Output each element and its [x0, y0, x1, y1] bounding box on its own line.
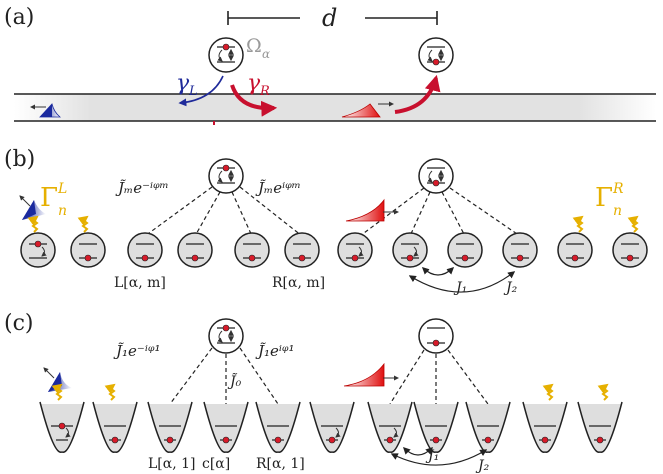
gamma-big-l-sub: n: [58, 203, 67, 219]
gamma-left-arrow: [178, 75, 224, 107]
harmonic-well: [203, 401, 249, 453]
harmonic-well: [39, 383, 85, 453]
atom-left: [208, 37, 244, 73]
cavity-circle: [284, 232, 320, 268]
waveguide: [14, 93, 656, 125]
coupling-right-c: J̃₁eⁱᵠ¹: [255, 342, 295, 360]
cavity-circle: [447, 232, 483, 268]
atom-c-right: [418, 318, 454, 354]
blue-photon-b: [19, 195, 46, 220]
harmonic-well: [465, 401, 511, 453]
cavity-circle: [337, 232, 373, 268]
coupling-right-b: J̃ₘeⁱᵠᵐ: [255, 179, 301, 197]
panel-a-label: (a): [4, 5, 34, 30]
atom-b-left: [208, 158, 244, 194]
gamma-big-r-sup: R: [612, 181, 624, 197]
harmonic-well: [522, 383, 568, 453]
coupling-left-c: J̃₁e⁻ⁱᵠ¹: [113, 342, 160, 360]
harmonic-well: [92, 383, 138, 453]
harmonic-well: [367, 401, 413, 453]
j1-label-b: J₁: [453, 280, 467, 296]
cavity-circle: [127, 232, 163, 268]
omega-label: Ω: [246, 35, 262, 57]
cavity-circle: [557, 215, 593, 268]
distance-label: d: [322, 4, 337, 32]
gamma-big-r-sub: n: [613, 203, 622, 219]
emission-squiggle: [77, 215, 89, 233]
cavity-circle: [70, 215, 106, 268]
gamma-r-sub: R: [259, 84, 270, 99]
omega-sub: α: [262, 47, 270, 61]
emission-squiggle: [597, 383, 609, 401]
panel-c: (c) J̃₁e⁻ⁱᵠ¹ J̃₁eⁱᵠ¹ J̃₀: [4, 311, 623, 474]
harmonic-well: [309, 401, 355, 453]
label-l-b: L[α, m]: [114, 275, 166, 291]
emission-squiggle: [27, 215, 39, 233]
couplings-b: [144, 186, 521, 237]
gamma-l-label: γ: [176, 71, 190, 96]
right-pulse: [341, 101, 394, 118]
cavity-circle: [20, 215, 56, 268]
gamma-big-l: Γ: [40, 183, 58, 213]
j2-arrow-b: [408, 271, 516, 293]
gamma-big-r: Γ: [595, 183, 613, 213]
emission-squiggle: [627, 215, 639, 233]
label-c-c: c[α]: [202, 456, 230, 472]
j1-label-c: J₁: [425, 448, 439, 464]
harmonic-well: [413, 401, 459, 453]
emission-squiggle: [104, 383, 116, 401]
harmonic-well: [577, 383, 623, 453]
left-pulse: [30, 103, 62, 118]
cavity-circle: [177, 232, 213, 268]
cavity-circle: [392, 232, 428, 268]
panel-a: (a) d: [4, 4, 656, 125]
emission-squiggle: [542, 383, 554, 401]
label-r-c: R[α, 1]: [256, 456, 305, 472]
emission-squiggle: [51, 383, 63, 401]
j2-label-c: J₂: [475, 458, 490, 474]
atom-c-left: [208, 318, 244, 354]
j1-arrow-b: [421, 267, 455, 276]
label-r-b: R[α, m]: [272, 275, 325, 291]
cavity-row-b: [20, 215, 648, 268]
couplings-c: [169, 347, 489, 405]
emission-squiggle: [572, 215, 584, 233]
gamma-right-arrow: [230, 84, 278, 117]
distance-bar: d: [227, 4, 438, 32]
j2-label-b: J₂: [503, 280, 518, 296]
j2-arrow-c: [390, 449, 488, 466]
gamma-big-l-sup: L: [57, 181, 67, 197]
coupling-center-c: J̃₀: [227, 372, 242, 390]
panel-c-label: (c): [4, 311, 34, 336]
cavity-circle: [612, 215, 648, 268]
gamma-r-label: γ: [247, 71, 261, 96]
pulse-b: [345, 198, 399, 222]
atom-right: [418, 37, 454, 73]
label-l-c: L[α, 1]: [148, 456, 195, 472]
harmonic-well: [255, 401, 301, 453]
pulse-c: [343, 362, 399, 387]
gamma-l-sub: L: [188, 84, 198, 99]
panel-b: (b) J̃ₘe⁻ⁱᵠᵐ: [4, 147, 648, 296]
absorption-arrow: [394, 74, 441, 114]
cavity-circle: [234, 232, 270, 268]
well-row-c: [39, 383, 623, 453]
cavity-circle: [502, 232, 538, 268]
harmonic-well: [147, 401, 193, 453]
coupling-left-b: J̃ₘe⁻ⁱᵠᵐ: [115, 179, 169, 197]
atom-b-right: [418, 158, 454, 194]
panel-b-label: (b): [4, 147, 35, 172]
